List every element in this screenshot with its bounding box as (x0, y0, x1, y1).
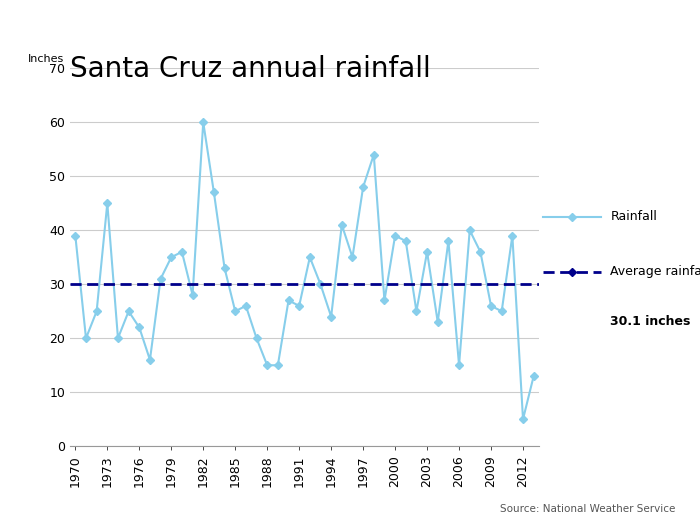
Text: Average rainfall: Average rainfall (610, 266, 700, 278)
Text: Source: National Weather Service: Source: National Weather Service (500, 505, 676, 514)
Text: Rainfall: Rainfall (610, 211, 657, 223)
Text: Santa Cruz annual rainfall: Santa Cruz annual rainfall (70, 55, 430, 83)
Text: Inches: Inches (28, 55, 64, 65)
Text: 30.1 inches: 30.1 inches (610, 315, 691, 328)
